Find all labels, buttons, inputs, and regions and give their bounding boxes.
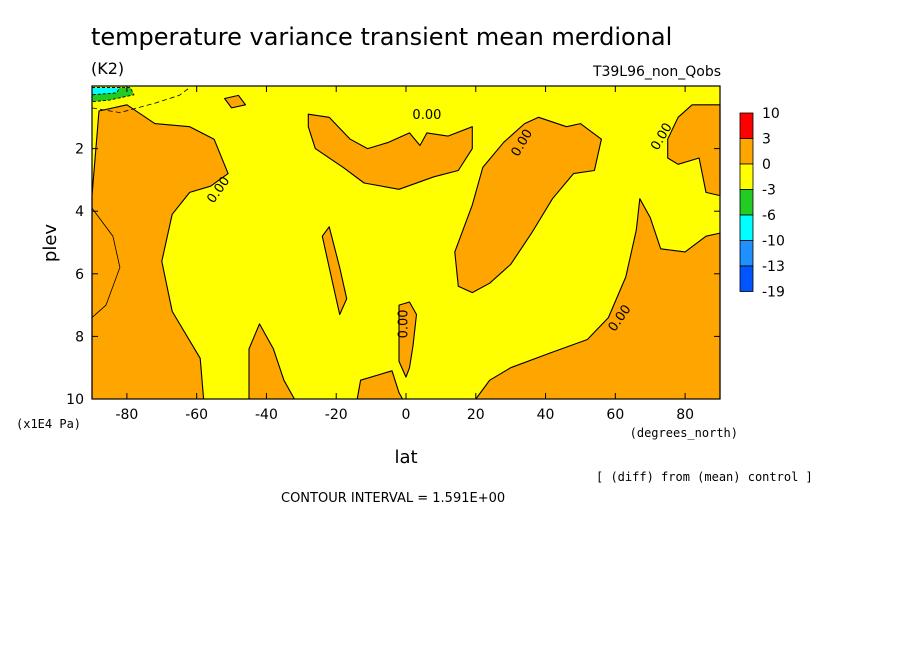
y-tick-label: 10 — [66, 392, 84, 408]
colorbar-label: 3 — [762, 132, 771, 148]
chart-title: temperature variance transient mean merd… — [91, 23, 672, 51]
chart-units: (K2) — [91, 59, 124, 78]
plot-area: 0.000.000.00 0.000.00 0.00 — [91, 85, 721, 400]
y-axis-units: (x1E4 Pa) — [16, 417, 81, 431]
x-tick-label: 80 — [676, 407, 694, 423]
colorbar-label: -19 — [762, 285, 785, 301]
colorbar-label: -3 — [762, 183, 776, 199]
positive-region-sloping-ridge-north — [454, 116, 602, 294]
contour-upper-dashed-contour — [91, 87, 190, 114]
colorbar: 10 3 0 -3 -6 -10 -13 -19 — [739, 106, 785, 301]
y-axis-label: plev — [40, 224, 61, 263]
colorbar-swatch — [739, 112, 754, 139]
colorbar-label: -6 — [762, 208, 776, 224]
x-axis: -80 -60 -40 -20 0 20 40 60 80 — [115, 86, 694, 423]
x-tick-label: 0 — [402, 407, 411, 423]
run-label: T39L96_non_Qobs — [592, 64, 721, 80]
colorbar-swatch — [739, 138, 754, 165]
y-axis: 2 4 6 8 10 — [66, 142, 720, 408]
positive-region-northern-polar-lobe — [475, 198, 721, 400]
positive-region-southern-flank — [91, 104, 229, 400]
y-tick-label: 2 — [75, 142, 84, 158]
positive-region-thin-column — [321, 226, 348, 316]
y-tick-label: 6 — [75, 267, 84, 283]
colorbar-label: 0 — [762, 157, 771, 173]
contour-inner-contour-south — [91, 207, 121, 318]
positive-region-top-small-blob — [224, 94, 247, 109]
diff-note: [ (diff) from (mean) control ] — [596, 470, 813, 484]
y-tick-label: 8 — [75, 329, 84, 345]
colorbar-label: 10 — [762, 106, 780, 122]
colorbar-swatch — [739, 189, 754, 216]
contour-label: 0.00 — [412, 108, 441, 123]
x-axis-units: (degrees_north) — [630, 426, 738, 440]
x-tick-label: 20 — [467, 407, 485, 423]
colorbar-label: -13 — [762, 259, 785, 275]
colorbar-swatch — [739, 240, 754, 267]
colorbar-swatch — [739, 163, 754, 190]
y-tick-label: 4 — [75, 204, 84, 220]
contour-label: 0.00 — [397, 309, 412, 338]
x-tick-label: -40 — [255, 407, 278, 423]
x-tick-label: -80 — [115, 407, 138, 423]
x-tick-label: -60 — [185, 407, 208, 423]
contour-lines — [91, 87, 190, 318]
x-tick-label: 40 — [537, 407, 555, 423]
x-axis-label: lat — [394, 447, 417, 468]
x-tick-label: -20 — [325, 407, 348, 423]
colorbar-label: -10 — [762, 234, 785, 250]
colorbar-swatch — [739, 265, 754, 292]
colorbar-swatch — [739, 214, 754, 241]
filled-regions — [91, 87, 721, 400]
positive-region-upper-midlat-tongue — [307, 113, 473, 190]
positive-region-subtropical-surface-lobe — [356, 370, 404, 400]
contour-interval: CONTOUR INTERVAL = 1.591E+00 — [281, 491, 505, 506]
x-tick-label: 60 — [606, 407, 624, 423]
positive-region-narrow-column-equator — [398, 301, 418, 378]
